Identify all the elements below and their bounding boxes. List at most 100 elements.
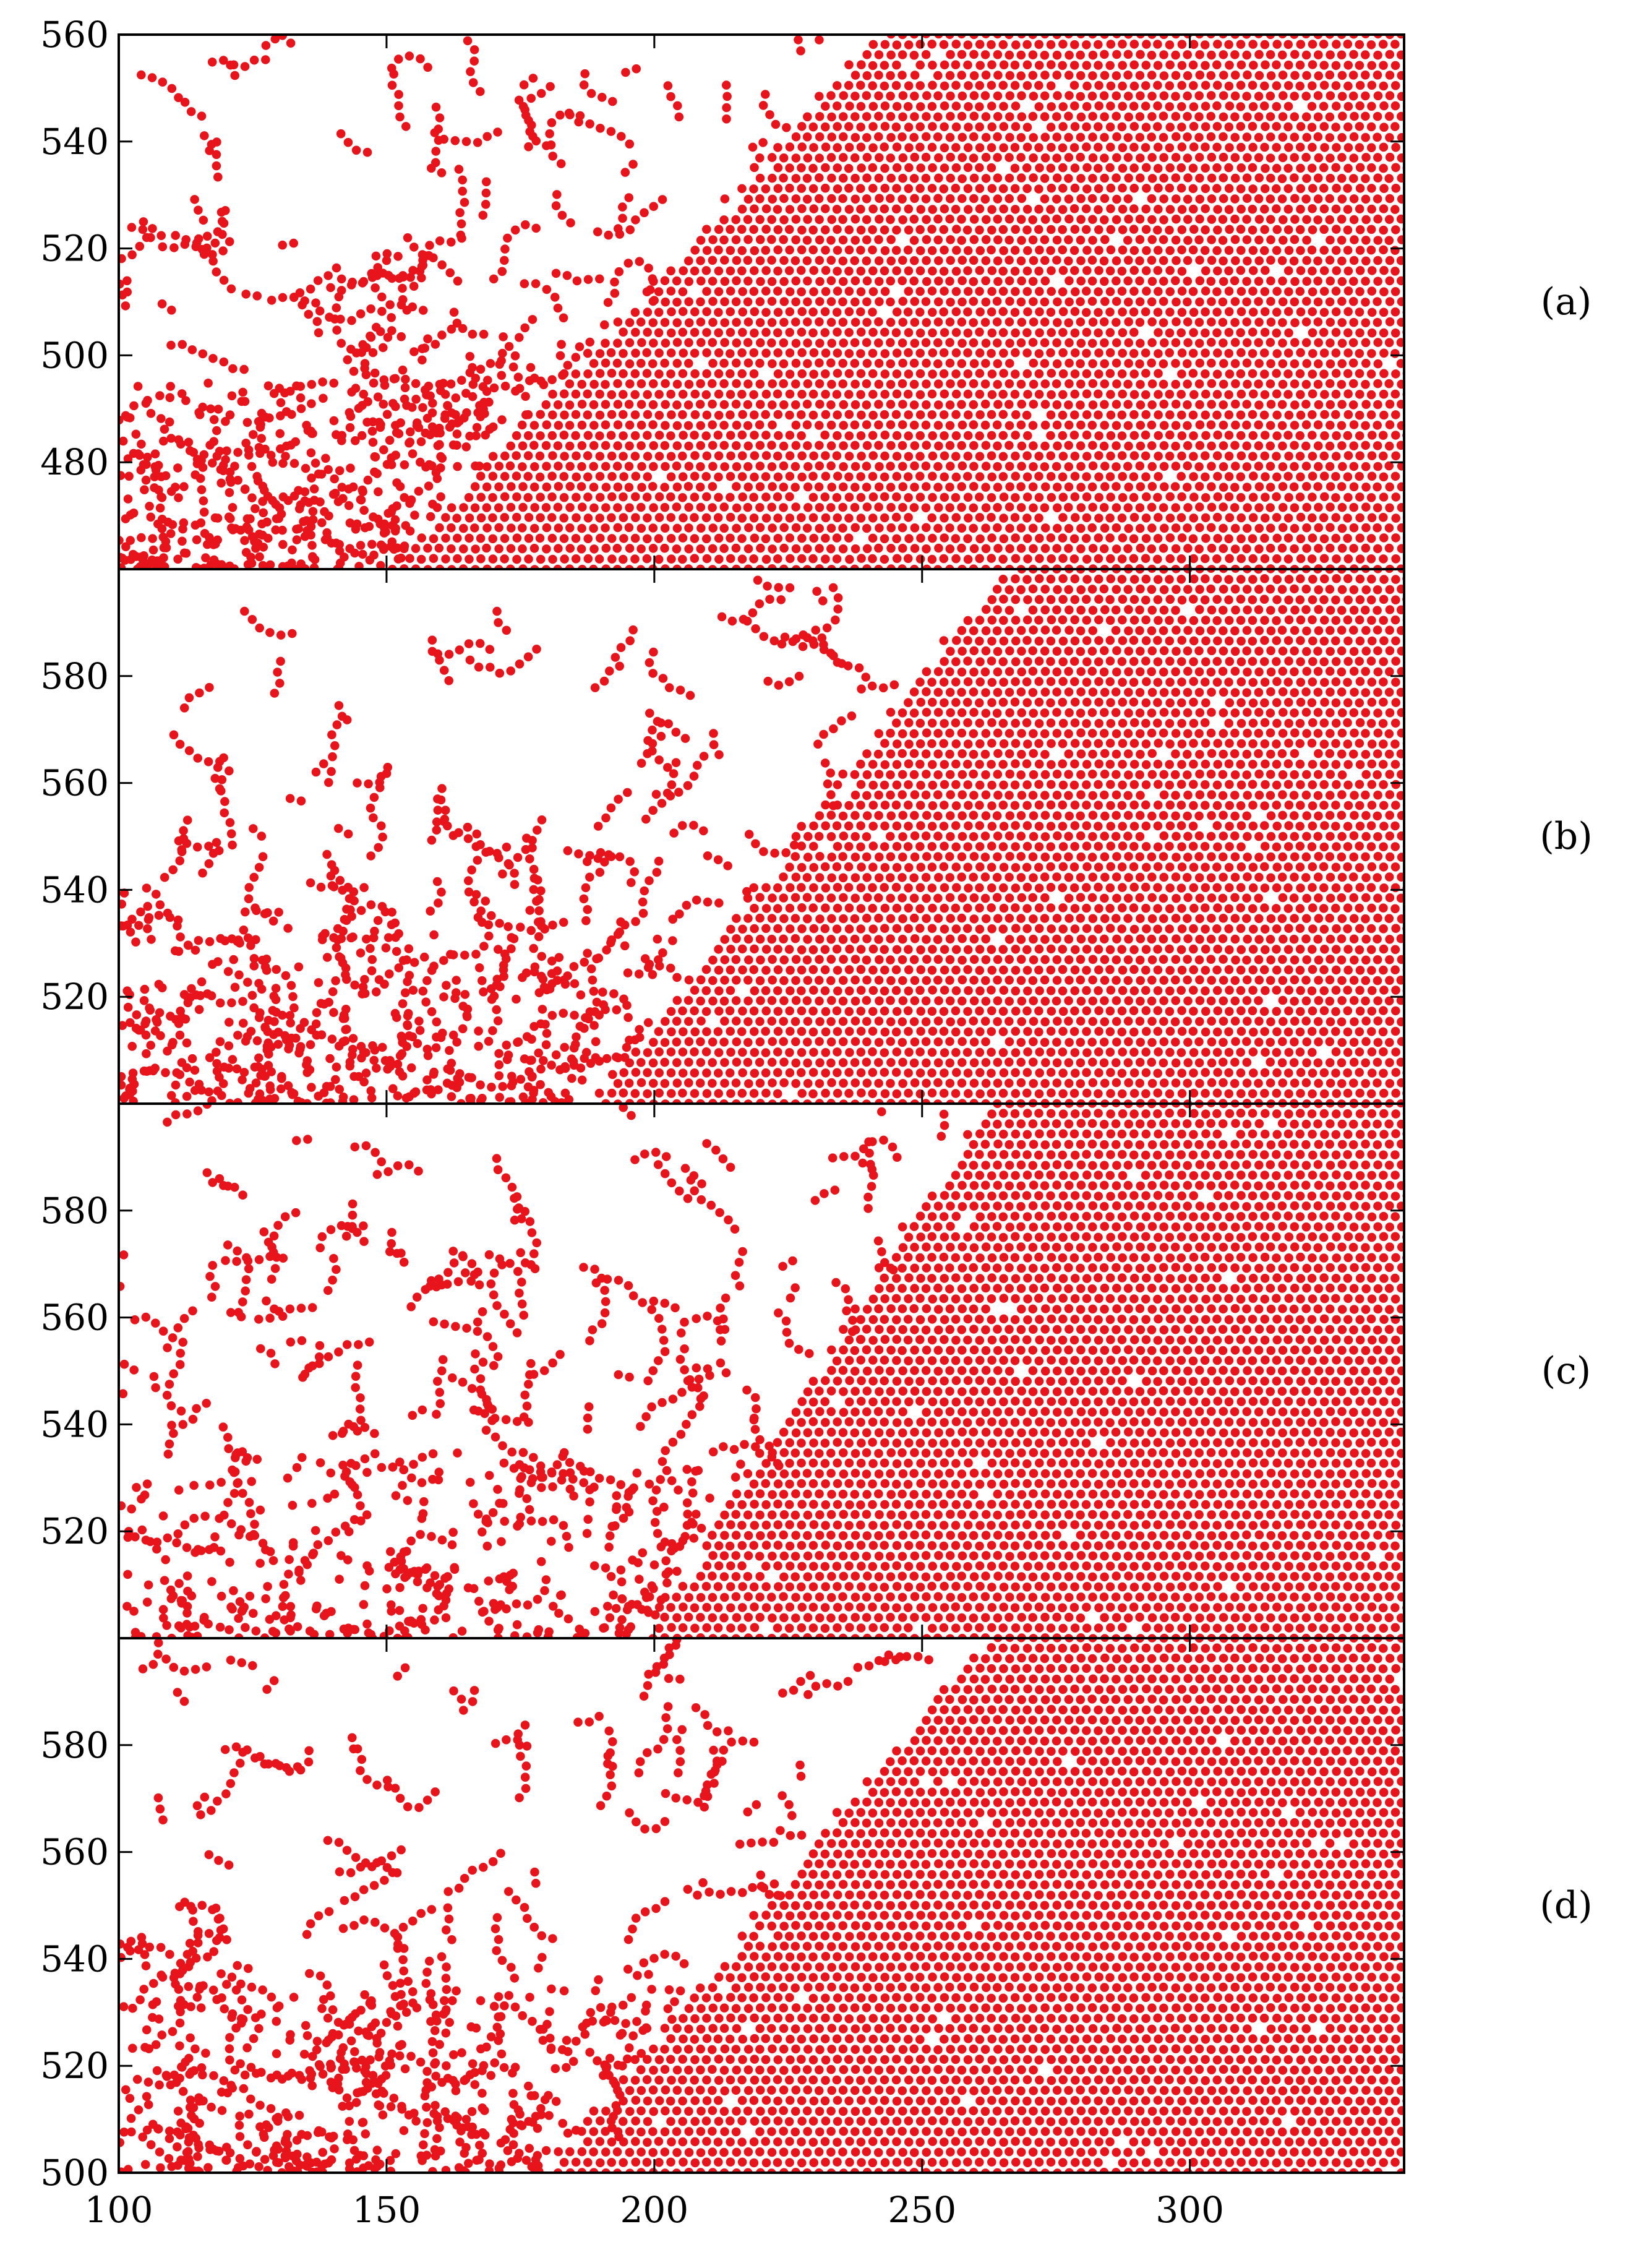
particle-dot bbox=[1366, 369, 1376, 379]
particle-dot bbox=[1100, 277, 1109, 286]
particle-dot bbox=[405, 554, 414, 563]
particle-dot bbox=[1224, 328, 1234, 337]
particle-dot bbox=[672, 359, 682, 368]
particle-dot bbox=[880, 184, 889, 193]
particle-dot bbox=[1355, 492, 1365, 502]
particle-dot bbox=[511, 386, 520, 396]
particle-dot bbox=[808, 1007, 818, 1016]
particle-dot bbox=[927, 1068, 936, 1078]
particle-dot bbox=[408, 265, 418, 275]
particle-dot bbox=[1248, 1089, 1257, 1099]
particle-dot bbox=[1242, 1078, 1252, 1088]
particle-dot bbox=[761, 1068, 771, 1078]
particle-dot bbox=[1022, 81, 1032, 90]
particle-dot bbox=[1005, 359, 1014, 368]
particle-dot bbox=[1201, 163, 1210, 173]
particle-dot bbox=[1296, 472, 1305, 482]
particle-dot bbox=[1183, 400, 1192, 410]
particle-dot bbox=[678, 327, 688, 337]
particle-dot bbox=[1076, 338, 1086, 348]
particle-dot bbox=[856, 472, 865, 481]
particle-dot bbox=[1361, 132, 1370, 142]
particle-dot bbox=[1307, 101, 1317, 111]
particle-dot bbox=[1361, 91, 1370, 101]
particle-dot bbox=[1290, 440, 1299, 450]
particle-dot bbox=[1154, 471, 1163, 481]
particle-dot bbox=[826, 153, 836, 162]
particle-dot bbox=[1261, 513, 1270, 523]
particle-dot bbox=[278, 562, 288, 569]
particle-dot bbox=[1409, 564, 1418, 573]
particle-dot bbox=[1112, 173, 1121, 183]
particle-dot bbox=[1153, 80, 1162, 90]
particle-dot bbox=[951, 1027, 961, 1037]
particle-dot bbox=[1005, 440, 1014, 450]
particle-dot bbox=[862, 502, 872, 512]
particle-dot bbox=[648, 1078, 658, 1088]
particle-dot bbox=[1278, 297, 1288, 307]
particle-dot bbox=[1177, 61, 1187, 71]
particle-dot bbox=[1249, 1068, 1258, 1078]
particle-dot bbox=[1147, 235, 1157, 244]
particle-dot bbox=[1254, 544, 1264, 554]
particle-dot bbox=[1005, 235, 1014, 245]
particle-dot bbox=[904, 184, 914, 194]
particle-dot bbox=[1254, 92, 1264, 101]
particle-dot bbox=[124, 471, 134, 481]
particle-dot bbox=[1385, 1079, 1395, 1088]
particle-dot bbox=[1071, 287, 1080, 296]
particle-dot bbox=[1397, 276, 1404, 286]
particle-dot bbox=[862, 400, 872, 410]
particle-dot bbox=[773, 348, 782, 358]
particle-dot bbox=[957, 543, 966, 553]
particle-dot bbox=[1254, 1016, 1264, 1026]
particle-dot bbox=[1272, 431, 1282, 440]
particle-dot bbox=[1082, 1027, 1091, 1036]
particle-dot bbox=[1326, 400, 1335, 410]
particle-dot bbox=[405, 51, 414, 61]
particle-dot bbox=[820, 328, 830, 337]
particle-dot bbox=[856, 1047, 866, 1057]
particle-dot bbox=[880, 266, 889, 276]
particle-dot bbox=[416, 54, 425, 64]
particle-dot bbox=[1379, 533, 1389, 543]
particle-dot bbox=[791, 400, 800, 410]
particle-dot bbox=[696, 276, 706, 286]
particle-dot bbox=[969, 359, 979, 368]
particle-dot bbox=[1176, 183, 1186, 193]
particle-dot bbox=[916, 533, 925, 543]
particle-dot bbox=[173, 554, 182, 564]
particle-dot bbox=[1373, 523, 1382, 533]
particle-dot bbox=[928, 122, 937, 131]
particle-dot bbox=[621, 67, 630, 77]
particle-dot bbox=[455, 208, 465, 218]
particle-dot bbox=[1058, 1068, 1068, 1078]
particle-dot bbox=[1029, 462, 1038, 471]
particle-dot bbox=[969, 71, 979, 80]
particle-dot bbox=[1224, 472, 1234, 481]
particle-dot bbox=[643, 1068, 652, 1078]
particle-dot bbox=[856, 1007, 866, 1016]
particle-dot bbox=[999, 204, 1008, 214]
particle-dot bbox=[1296, 512, 1306, 522]
particle-dot bbox=[1224, 81, 1234, 91]
particle-dot bbox=[1195, 1016, 1204, 1026]
particle-dot bbox=[202, 231, 212, 241]
particle-dot bbox=[802, 174, 812, 183]
particle-dot bbox=[779, 297, 789, 306]
particle-dot bbox=[1058, 122, 1068, 131]
particle-dot bbox=[1195, 400, 1204, 410]
particle-dot bbox=[957, 49, 967, 59]
particle-dot bbox=[531, 279, 541, 288]
particle-dot bbox=[880, 122, 890, 131]
particle-dot bbox=[368, 348, 378, 358]
particle-dot bbox=[1290, 544, 1299, 554]
particle-dot bbox=[928, 348, 938, 358]
particle-dot bbox=[1296, 122, 1306, 131]
particle-dot bbox=[1326, 153, 1335, 163]
particle-dot bbox=[447, 324, 456, 334]
particle-dot bbox=[396, 332, 406, 341]
particle-dot bbox=[206, 404, 215, 414]
particle-dot bbox=[1272, 533, 1282, 543]
particle-dot bbox=[1118, 183, 1127, 193]
